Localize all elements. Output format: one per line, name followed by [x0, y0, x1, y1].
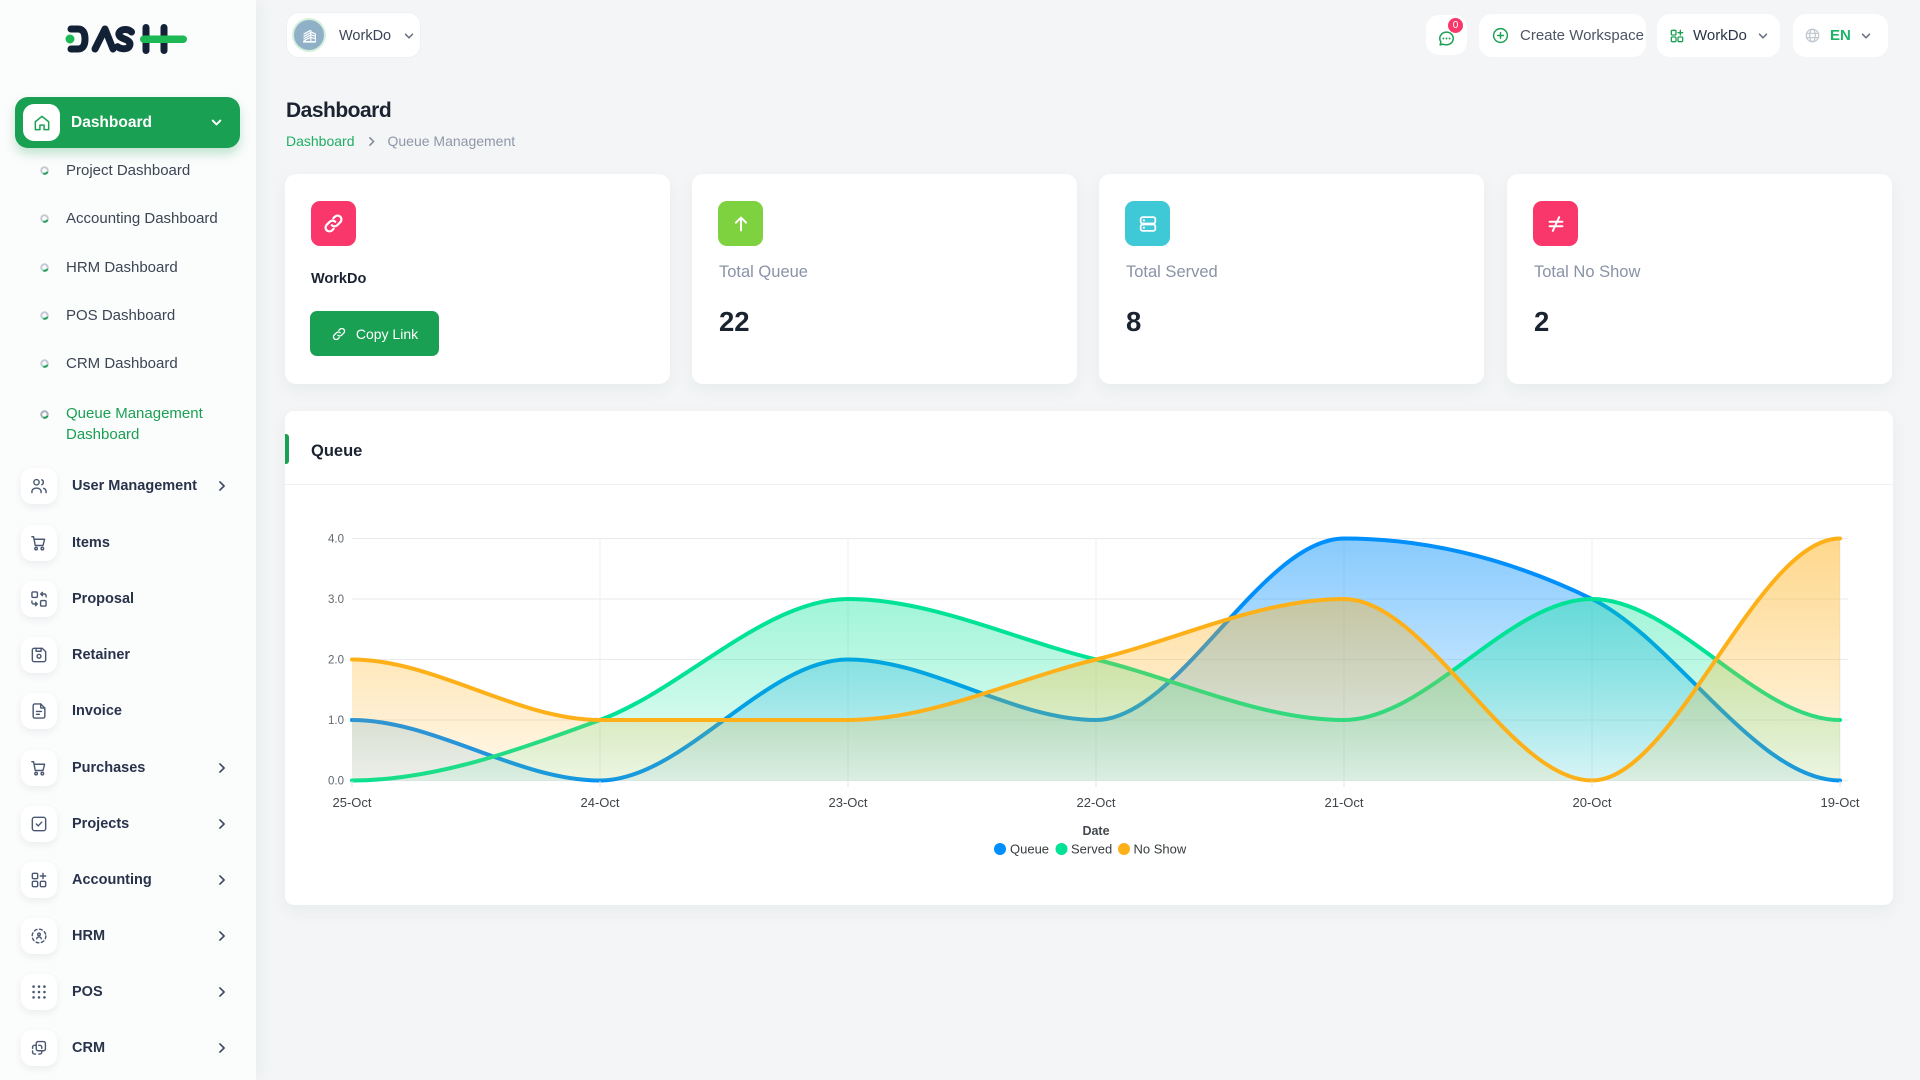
svg-text:22-Oct: 22-Oct — [1076, 795, 1115, 810]
svg-text:23-Oct: 23-Oct — [828, 795, 867, 810]
svg-text:1.0: 1.0 — [328, 715, 344, 727]
svg-text:21-Oct: 21-Oct — [1324, 795, 1363, 810]
svg-text:20-Oct: 20-Oct — [1572, 795, 1611, 810]
svg-text:No Show: No Show — [1134, 842, 1187, 857]
svg-text:19-Oct: 19-Oct — [1820, 795, 1859, 810]
svg-text:Queue: Queue — [1010, 842, 1049, 857]
svg-text:25-Oct: 25-Oct — [332, 795, 371, 810]
svg-text:0.0: 0.0 — [328, 776, 344, 788]
svg-text:24-Oct: 24-Oct — [580, 795, 619, 810]
svg-text:4.0: 4.0 — [328, 534, 344, 546]
svg-text:Served: Served — [1071, 842, 1112, 857]
svg-text:3.0: 3.0 — [328, 594, 344, 606]
svg-text:Date: Date — [1082, 824, 1109, 838]
svg-text:2.0: 2.0 — [328, 655, 344, 667]
